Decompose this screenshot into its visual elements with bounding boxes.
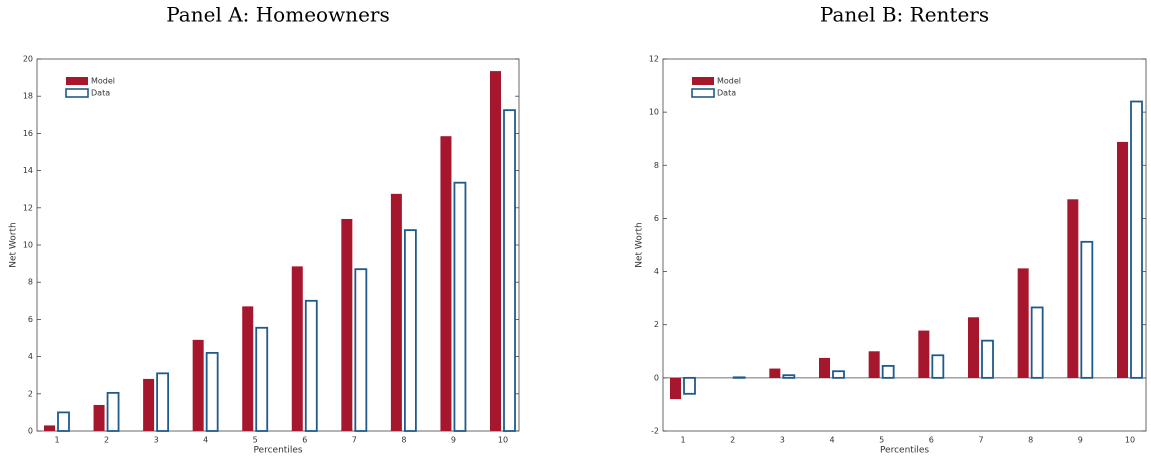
y-tick-label: 14 [23,166,33,175]
bar [143,378,155,431]
x-tick-label: 10 [498,436,508,445]
bar [106,391,120,432]
x-tick-label: 7 [352,436,357,445]
bar [732,376,746,379]
x-axis-label: Percentiles [880,446,929,456]
bar [1117,141,1128,378]
x-tick-label: 6 [302,436,307,445]
bar [868,351,880,378]
bar [832,370,845,379]
y-tick-label: 4 [28,352,33,361]
bar [192,339,204,431]
y-tick-label: 20 [23,55,33,64]
y-tick-label: 12 [23,203,33,212]
bar [683,376,696,395]
bar [981,339,994,379]
x-tick-label: 9 [451,436,456,445]
x-tick-label: 6 [929,436,934,445]
y-tick-label: 6 [654,214,659,223]
y-tick-label: 12 [649,55,659,64]
bar [304,299,318,432]
bar [769,368,781,378]
y-tick-label: 2 [28,389,33,398]
y-tick-label: 18 [23,92,33,101]
bar [503,109,516,432]
chart-title: Panel A: Homeowners [166,3,389,27]
bar [1130,100,1143,379]
x-tick-label: 2 [104,436,109,445]
bar [390,193,402,431]
bar [819,357,830,378]
y-tick-label: 10 [23,241,33,250]
bar [354,268,368,432]
bar [156,372,170,432]
y-tick-label: 4 [654,267,659,276]
x-tick-label: 3 [154,436,159,445]
bar [670,377,681,400]
chart-title: Panel B: Renters [820,3,989,27]
legend-swatch [65,88,89,98]
bar [968,317,979,378]
legend-label: Model [717,77,741,86]
bar [93,404,105,431]
bar [291,266,303,431]
y-axis-label: Net Worth [635,222,645,267]
bar [242,306,254,431]
x-tick-label: 8 [401,436,406,445]
bar [490,71,501,431]
legend-label: Model [91,77,115,86]
bar [1067,199,1079,378]
y-tick-label: 2 [654,320,659,329]
legend-swatch [691,88,715,98]
bar [931,354,945,379]
bar [57,411,70,432]
x-tick-label: 7 [978,436,983,445]
x-tick-label: 10 [1125,436,1135,445]
x-tick-label: 4 [203,436,208,445]
x-tick-label: 1 [680,436,685,445]
y-tick-label: -2 [651,427,659,436]
bar [918,330,930,378]
y-tick-label: 10 [649,108,659,117]
bar [341,218,353,431]
bar [1030,306,1044,379]
bar [1080,240,1094,379]
plot-frame [662,58,1147,432]
x-axis-label: Percentiles [253,446,302,456]
bar [881,364,895,379]
y-tick-label: 6 [28,315,33,324]
y-tick-label: 16 [23,129,33,138]
bar [255,326,269,432]
y-tick-label: 8 [654,161,659,170]
y-tick-label: 8 [28,278,33,287]
bar [44,425,55,431]
bar [403,229,417,432]
legend-label: Data [91,89,110,98]
x-tick-label: 5 [879,436,884,445]
x-tick-label: 4 [829,436,834,445]
legend-label: Data [717,89,736,98]
legend-swatch [66,77,88,85]
x-tick-label: 5 [253,436,258,445]
x-tick-label: 1 [54,436,59,445]
x-tick-label: 2 [730,436,735,445]
y-tick-label: 0 [654,373,659,382]
y-axis-label: Net Worth [9,222,19,267]
bar [782,374,796,379]
bar [453,181,467,432]
bar [205,351,219,432]
bar [440,136,452,431]
y-tick-label: 0 [28,427,33,436]
bar [1017,268,1029,378]
x-tick-label: 9 [1078,436,1083,445]
x-tick-label: 8 [1028,436,1033,445]
legend-swatch [692,77,714,85]
x-tick-label: 3 [780,436,785,445]
